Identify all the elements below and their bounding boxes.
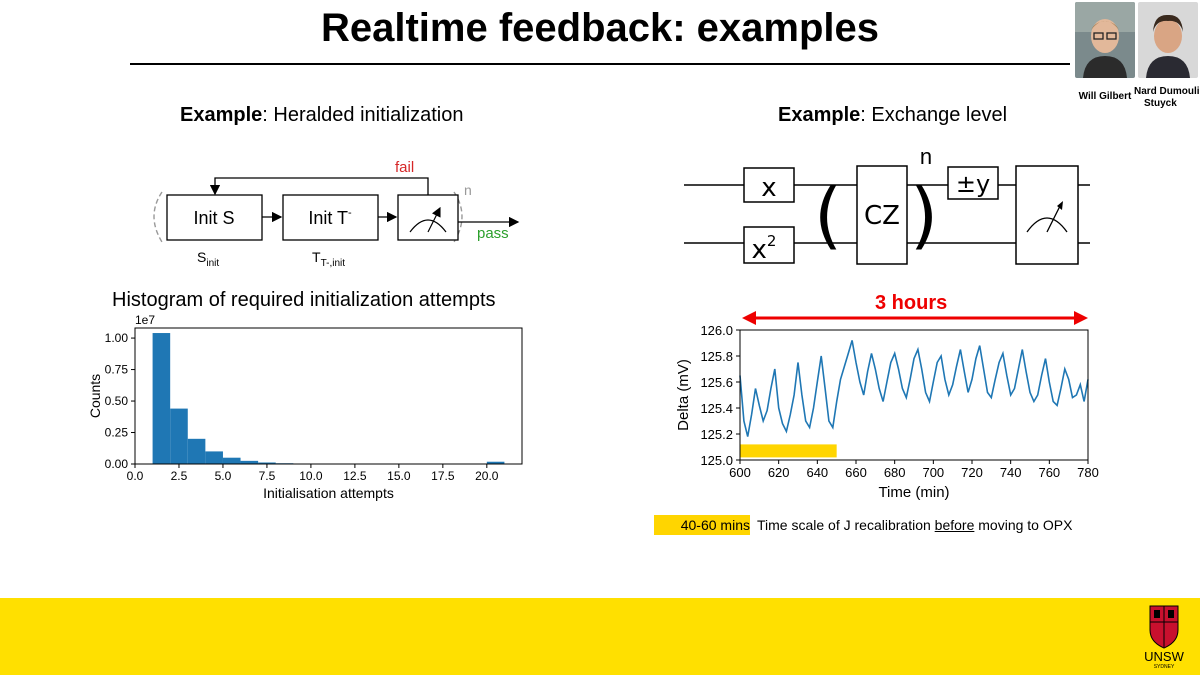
x-tick-label: 7.5 <box>259 469 276 483</box>
y-tick-label: 0.50 <box>105 394 129 408</box>
unsw-logo-subtext: SYDNEY <box>1154 664 1175 670</box>
s-init-label: Sinit <box>197 249 219 269</box>
init-t-label: Init T- <box>308 207 352 228</box>
x-tick-label: 20.0 <box>475 469 499 483</box>
speaker-name-2-line1: Nard Dumoulin <box>1134 86 1200 97</box>
y-axis-label: Delta (mV) <box>675 359 692 431</box>
x-tick-label: 17.5 <box>431 469 455 483</box>
title-divider <box>130 63 1070 65</box>
page-title: Realtime feedback: examples <box>320 6 880 50</box>
x-tick-label: 12.5 <box>343 469 367 483</box>
heralded-init-diagram: n fail Init S Init T- pass Sinit TT-,ini… <box>153 159 520 269</box>
x-tick-label: 2.5 <box>171 469 188 483</box>
y-tick-label: 1.00 <box>105 331 129 345</box>
footer-bar <box>0 598 1200 675</box>
x-tick-label: 760 <box>1038 465 1060 480</box>
speaker-name-2: Nard Dumoulin Stuyck <box>1128 86 1200 110</box>
x-tick-label: 5.0 <box>215 469 232 483</box>
right-example-title: Example: Exchange level <box>778 104 1008 126</box>
histogram-bar <box>152 333 171 464</box>
x-tick-label: 0.0 <box>127 469 144 483</box>
histogram-bar <box>486 461 505 464</box>
unsw-logo: UNSW SYDNEY <box>1144 605 1185 670</box>
exchange-line-chart: 600 620 640 660 680 700 720 740 760 780 125.0 125.2… <box>675 323 1099 501</box>
y-tick-label: 126.0 <box>700 323 733 338</box>
y-tick-label: 125.6 <box>700 375 733 390</box>
histogram-title: Histogram of required initialization att… <box>112 289 496 311</box>
speaker-name-2-line2: Stuyck <box>1144 98 1177 109</box>
y-tick-label: 125.4 <box>700 401 733 416</box>
measurement-box <box>397 194 459 241</box>
y-tick-label: 0.25 <box>105 426 129 440</box>
repeat-n-label: n <box>920 144 932 169</box>
gate-x <box>743 167 795 203</box>
gate-x2-label: x2 <box>752 232 777 265</box>
y-tick-label: 0.75 <box>105 363 129 377</box>
y-axis-label: Counts <box>87 374 103 418</box>
init-s-label: Init S <box>193 208 234 228</box>
x-tick-label: 680 <box>884 465 906 480</box>
loop-left-bracket <box>153 191 163 243</box>
loop-n-label: n <box>464 182 472 198</box>
left-example-title: Example: Heralded initialization <box>180 104 464 126</box>
x-tick-label: 740 <box>1000 465 1022 480</box>
histogram-chart: 0.0 2.5 5.0 7.5 10.0 12.5 15.0 17.5 20.0 0.00 0.25… <box>87 313 523 501</box>
y-tick-label: 125.0 <box>700 453 733 468</box>
fail-label: fail <box>395 159 414 176</box>
gate-cz-label: CZ <box>864 201 900 231</box>
t-init-label: TT-,init <box>312 249 345 269</box>
histogram-frame <box>134 327 523 465</box>
histogram-bar <box>205 451 223 464</box>
pass-label: pass <box>477 225 509 242</box>
gate-cz <box>856 165 908 265</box>
histogram-bar <box>187 438 206 464</box>
paren-close: ) <box>910 173 938 257</box>
measurement-box-2 <box>1015 165 1079 265</box>
x-tick-label: 620 <box>768 465 790 480</box>
x-tick-label: 15.0 <box>387 469 411 483</box>
histogram-bar <box>258 462 276 464</box>
histogram-bar <box>170 408 188 464</box>
three-hours-label: 3 hours <box>875 292 948 314</box>
gate-x-label: x <box>761 173 776 203</box>
speaker-photo-1 <box>1075 2 1135 78</box>
line-chart-frame <box>739 329 1089 461</box>
x-tick-label: 600 <box>729 465 751 480</box>
delta-series-line <box>739 340 1089 437</box>
y-tick-label: 125.2 <box>700 427 733 442</box>
gate-x2 <box>743 226 795 264</box>
meter-icon <box>409 206 447 233</box>
paren-open: ( <box>814 173 842 257</box>
x-tick-label: 700 <box>922 465 944 480</box>
histogram-bar <box>240 460 259 464</box>
exchange-circuit-diagram: x x2 ( CZ ) n ±y <box>684 144 1090 265</box>
x-axis-label: Initialisation attempts <box>263 485 394 501</box>
meter-icon-2 <box>1026 201 1068 233</box>
recalibration-highlight <box>740 444 837 458</box>
y-tick-label: 0.00 <box>105 457 129 471</box>
unsw-logo-text: UNSW <box>1144 649 1184 664</box>
y-scale-label: 1e7 <box>135 313 155 327</box>
gate-y-label: ±y <box>956 170 990 198</box>
x-tick-label: 10.0 <box>299 469 323 483</box>
y-tick-label: 125.8 <box>700 349 733 364</box>
three-hours-arrow <box>742 311 1088 325</box>
recalibration-note: Time scale of J recalibration before mov… <box>757 517 1073 533</box>
x-tick-label: 640 <box>806 465 828 480</box>
histogram-bar <box>222 457 241 464</box>
speaker-name-1: Will Gilbert <box>1078 91 1132 102</box>
x-tick-label: 720 <box>961 465 983 480</box>
x-axis-label: Time (min) <box>878 484 949 501</box>
speaker-photo-2 <box>1138 2 1198 78</box>
x-tick-label: 660 <box>845 465 867 480</box>
gate-y <box>947 166 999 200</box>
duration-badge: 40-60 mins <box>654 515 750 535</box>
x-tick-label: 780 <box>1077 465 1099 480</box>
